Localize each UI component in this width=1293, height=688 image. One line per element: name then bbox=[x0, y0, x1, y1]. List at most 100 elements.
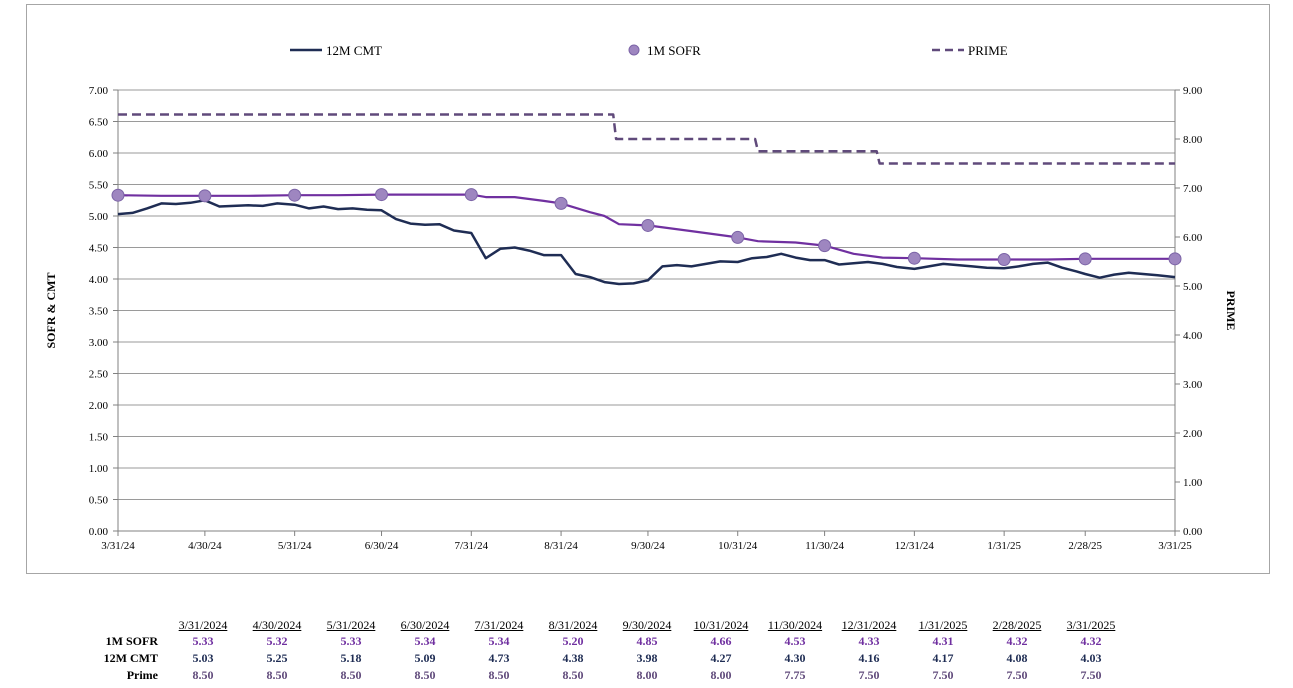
right-tick-label: 0.00 bbox=[1183, 526, 1203, 538]
x-tick-label: 3/31/25 bbox=[1158, 540, 1192, 552]
legend: 12M CMT 1M SOFR PRIME bbox=[290, 43, 1008, 58]
x-tick-label: 2/28/25 bbox=[1068, 540, 1102, 552]
right-tick-label: 5.00 bbox=[1183, 281, 1203, 293]
1m-sofr-marker bbox=[907, 251, 921, 265]
table-cell: 8.50 bbox=[340, 668, 362, 682]
table-cell: 5.33 bbox=[340, 634, 362, 648]
left-tick-label: 2.00 bbox=[89, 400, 109, 412]
x-tick-label: 10/31/24 bbox=[718, 540, 758, 552]
table-cell: 4.85 bbox=[636, 634, 658, 648]
table-cell: 4.03 bbox=[1080, 651, 1102, 665]
left-tick-label: 3.00 bbox=[89, 337, 109, 349]
table-cell: 4.38 bbox=[562, 651, 584, 665]
1m-sofr-marker bbox=[288, 188, 302, 202]
table-cell: 5.09 bbox=[414, 651, 436, 665]
rates-line-chart: 0.00 0.50 1.00 1.50 2.00 2.50 3.00 3.50 4.00 4.50… bbox=[44, 43, 1238, 552]
table-cell: 5.18 bbox=[340, 651, 362, 665]
table-date-header: 4/30/2024 bbox=[252, 618, 302, 632]
12m-cmt-line bbox=[117, 199, 1176, 286]
table-cell: 4.73 bbox=[488, 651, 510, 665]
table-cell: 5.34 bbox=[414, 634, 436, 648]
right-tick-label: 3.00 bbox=[1183, 379, 1203, 391]
table-cell: 8.50 bbox=[488, 668, 510, 682]
table-cell: 4.17 bbox=[932, 651, 954, 665]
table-cell: 8.50 bbox=[414, 668, 436, 682]
table-cell: 8.50 bbox=[266, 668, 288, 682]
chart-frame: 0.00 0.50 1.00 1.50 2.00 2.50 3.00 3.50 4.00 4.50… bbox=[26, 4, 1270, 574]
table-cell: 8.50 bbox=[192, 668, 214, 682]
table-cell: 7.50 bbox=[932, 668, 954, 682]
table-cell: 5.03 bbox=[192, 651, 214, 665]
x-tick-label: 12/31/24 bbox=[895, 540, 935, 552]
1m-sofr-marker bbox=[554, 196, 568, 210]
right-tick-label: 8.00 bbox=[1183, 134, 1203, 146]
table-cell: 7.50 bbox=[1080, 668, 1102, 682]
left-tick-label: 2.50 bbox=[89, 369, 109, 381]
table-row: 12M CMT 5.03 5.25 5.18 5.09 4.73 4.38 3.98 4.27 4… bbox=[100, 650, 1128, 667]
table-row-label: 12M CMT bbox=[103, 651, 158, 665]
table-cell: 4.66 bbox=[710, 634, 732, 648]
1m-sofr-legend-label: 1M SOFR bbox=[647, 43, 701, 58]
table-cell: 8.00 bbox=[710, 668, 732, 682]
table-cell: 4.31 bbox=[932, 634, 954, 648]
right-tick-label: 6.00 bbox=[1183, 232, 1203, 244]
left-tick-label: 5.00 bbox=[89, 211, 109, 223]
table-date-header: 11/30/2024 bbox=[767, 618, 823, 632]
right-tick-label: 9.00 bbox=[1183, 85, 1203, 97]
1m-sofr-line bbox=[117, 193, 1175, 261]
table-cell: 4.32 bbox=[1006, 634, 1028, 648]
left-axis-title: SOFR & CMT bbox=[44, 273, 58, 349]
gridlines bbox=[118, 89, 1175, 532]
table-date-header: 6/30/2024 bbox=[400, 618, 450, 632]
table-cell: 8.00 bbox=[636, 668, 658, 682]
table-cell: 4.30 bbox=[784, 651, 806, 665]
x-tick-label: 5/31/24 bbox=[278, 540, 312, 552]
table-cell: 5.34 bbox=[488, 634, 510, 648]
1m-sofr-marker bbox=[641, 218, 655, 232]
table-row-label: 1M SOFR bbox=[105, 634, 158, 648]
table-cell: 5.33 bbox=[192, 634, 214, 648]
x-tick-label: 9/30/24 bbox=[631, 540, 665, 552]
table-cell: 4.53 bbox=[784, 634, 806, 648]
table-cell: 8.50 bbox=[562, 668, 584, 682]
left-tick-label: 5.50 bbox=[89, 180, 109, 192]
x-tick-label: 11/30/24 bbox=[805, 540, 844, 552]
table-cell: 4.08 bbox=[1006, 651, 1028, 665]
prime-line bbox=[118, 113, 1175, 165]
right-tick-label: 2.00 bbox=[1183, 428, 1203, 440]
table-date-header: 2/28/2025 bbox=[992, 618, 1042, 632]
table-date-header: 7/31/2024 bbox=[474, 618, 524, 632]
1m-sofr-marker bbox=[198, 189, 212, 203]
table-row: 1M SOFR 5.33 5.32 5.33 5.34 5.34 5.20 4.85 4.66 4… bbox=[100, 633, 1128, 650]
table-date-header: 12/31/2024 bbox=[841, 618, 897, 632]
series bbox=[111, 113, 1182, 286]
1m-sofr-marker bbox=[1078, 252, 1092, 266]
1m-sofr-legend-swatch bbox=[628, 44, 640, 56]
table-date-header: 1/31/2025 bbox=[918, 618, 968, 632]
x-tick-label: 6/30/24 bbox=[365, 540, 399, 552]
table-cell: 4.33 bbox=[858, 634, 880, 648]
table-date-header: 3/31/2025 bbox=[1066, 618, 1116, 632]
right-tick-label: 4.00 bbox=[1183, 330, 1203, 342]
table-row: Prime 8.50 8.50 8.50 8.50 8.50 8.50 8.00 8.00 7.7… bbox=[100, 667, 1128, 684]
left-tick-label: 0.00 bbox=[89, 526, 109, 538]
1m-sofr-marker bbox=[375, 188, 389, 202]
left-tick-label: 7.00 bbox=[89, 85, 109, 97]
x-tick-label: 4/30/24 bbox=[188, 540, 222, 552]
left-tick-label: 1.50 bbox=[89, 432, 109, 444]
table-date-header: 3/31/2024 bbox=[178, 618, 228, 632]
table-row-label: Prime bbox=[126, 668, 158, 682]
1m-sofr-marker bbox=[818, 239, 832, 253]
table-cell: 7.50 bbox=[1006, 668, 1028, 682]
1m-sofr-marker bbox=[111, 188, 125, 202]
table-header-row: 3/31/2024 4/30/2024 5/31/2024 6/30/2024 7/31… bbox=[100, 617, 1128, 633]
left-tick-label: 4.50 bbox=[89, 243, 109, 255]
x-tick-label: 7/31/24 bbox=[454, 540, 488, 552]
x-tick-label: 3/31/24 bbox=[101, 540, 135, 552]
month-end-rates-table: 3/31/2024 4/30/2024 5/31/2024 6/30/2024 7/31… bbox=[100, 617, 1128, 684]
table-cell: 5.32 bbox=[266, 634, 288, 648]
right-axis-title: PRIME bbox=[1224, 291, 1238, 331]
table-date-header: 8/31/2024 bbox=[548, 618, 598, 632]
axes: 0.00 0.50 1.00 1.50 2.00 2.50 3.00 3.50 4.00 4.50… bbox=[44, 85, 1238, 552]
right-tick-label: 7.00 bbox=[1183, 183, 1203, 195]
